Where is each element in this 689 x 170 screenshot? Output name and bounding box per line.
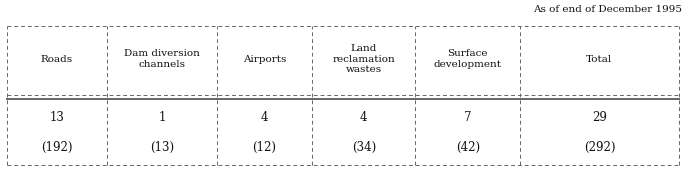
Text: (13): (13)	[150, 141, 174, 154]
Text: 29: 29	[592, 111, 607, 124]
Text: (12): (12)	[253, 141, 276, 154]
Text: Roads: Roads	[41, 55, 73, 64]
Text: Airports: Airports	[243, 55, 286, 64]
Text: (34): (34)	[351, 141, 376, 154]
Text: (42): (42)	[455, 141, 480, 154]
Text: Total: Total	[586, 55, 613, 64]
Text: (192): (192)	[41, 141, 72, 154]
Text: Dam diversion
channels: Dam diversion channels	[124, 49, 200, 69]
Text: Land
reclamation
wastes: Land reclamation wastes	[332, 44, 395, 74]
Text: 4: 4	[261, 111, 268, 124]
Text: (292): (292)	[584, 141, 615, 154]
Text: 7: 7	[464, 111, 471, 124]
Text: As of end of December 1995: As of end of December 1995	[533, 5, 682, 14]
Text: 1: 1	[158, 111, 165, 124]
Text: 13: 13	[50, 111, 64, 124]
Text: Surface
development: Surface development	[434, 49, 502, 69]
Text: 4: 4	[360, 111, 367, 124]
